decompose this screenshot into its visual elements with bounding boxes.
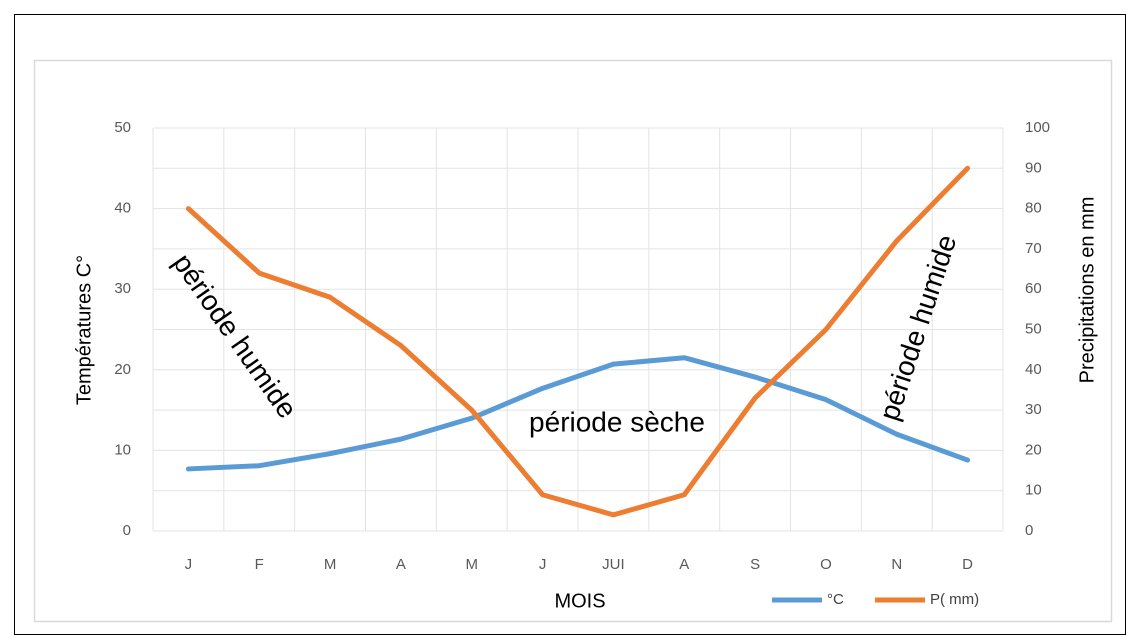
series-line bbox=[185, 355, 971, 472]
y2-tick-label: 40 bbox=[1025, 361, 1042, 378]
x-tick-label: F bbox=[255, 556, 264, 573]
series-line bbox=[185, 165, 971, 518]
y-tick-label: 50 bbox=[114, 119, 131, 136]
y2-axis-title: Precipitations en mm bbox=[1076, 197, 1098, 384]
y2-tick-label: 60 bbox=[1025, 280, 1042, 297]
y2-tick-label: 10 bbox=[1025, 482, 1042, 499]
y2-tick-label: 90 bbox=[1025, 159, 1042, 176]
x-tick-label: JUI bbox=[602, 556, 625, 573]
x-tick-label: O bbox=[820, 556, 832, 573]
x-axis-title: MOIS bbox=[554, 590, 605, 612]
y-tick-label: 20 bbox=[114, 361, 131, 378]
y2-tick-label: 30 bbox=[1025, 401, 1042, 418]
y-axis-title: Températures C° bbox=[73, 255, 95, 405]
x-tick-label: S bbox=[750, 556, 760, 573]
y2-tick-label: 0 bbox=[1025, 522, 1033, 539]
x-tick-label: J bbox=[539, 556, 547, 573]
annotation: période sèche bbox=[529, 406, 705, 437]
x-tick-label: D bbox=[962, 556, 973, 573]
legend-label: P( mm) bbox=[930, 591, 979, 608]
y-tick-label: 0 bbox=[123, 522, 131, 539]
y2-tick-label: 80 bbox=[1025, 200, 1042, 217]
x-tick-label: M bbox=[466, 556, 479, 573]
legend-label: °C bbox=[827, 591, 844, 608]
x-tick-label: A bbox=[396, 556, 406, 573]
y2-tick-label: 100 bbox=[1025, 119, 1050, 136]
y2-tick-label: 50 bbox=[1025, 320, 1042, 337]
x-tick-label: A bbox=[679, 556, 689, 573]
y-tick-label: 10 bbox=[114, 441, 131, 458]
x-tick-label: J bbox=[185, 556, 193, 573]
x-tick-label: M bbox=[324, 556, 337, 573]
y2-tick-label: 20 bbox=[1025, 441, 1042, 458]
x-tick-label: N bbox=[891, 556, 902, 573]
y-tick-label: 30 bbox=[114, 280, 131, 297]
y-tick-label: 40 bbox=[114, 200, 131, 217]
y2-tick-label: 70 bbox=[1025, 240, 1042, 257]
chart-area bbox=[33, 59, 1113, 623]
